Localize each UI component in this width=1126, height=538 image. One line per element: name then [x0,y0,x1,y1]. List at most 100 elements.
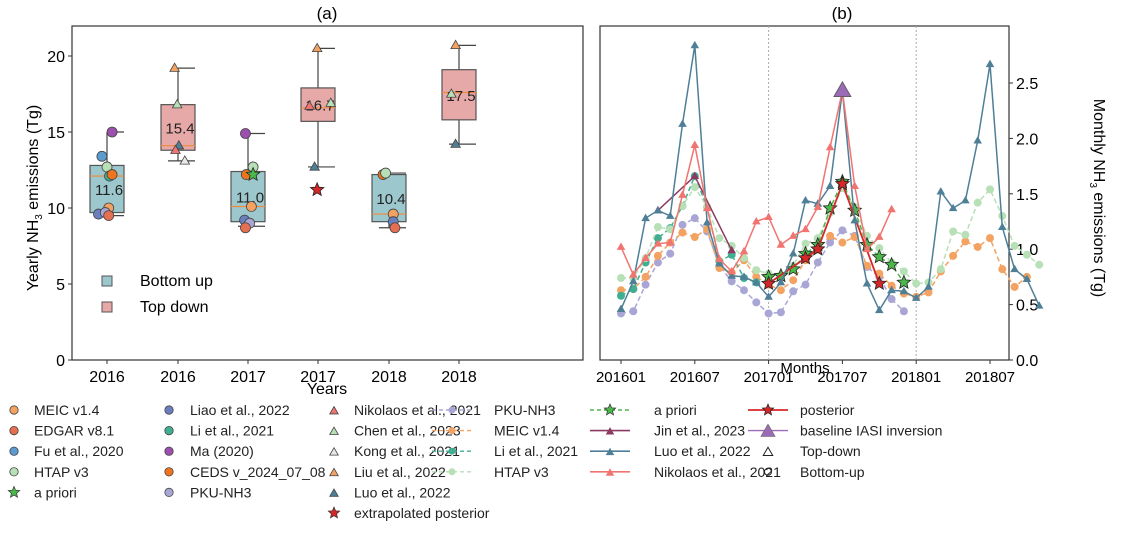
legend-marker-circle [164,487,174,497]
series-baseline-iasi-inversion [833,80,852,98]
y-tick-label: 2.0 [1016,131,1038,148]
data-point [788,249,798,257]
legend-label: Li et al., 2021 [190,423,274,439]
data-point [617,291,625,300]
data-point [702,218,712,226]
legend-item-a-priori: a priori [590,402,697,418]
data-point [1022,274,1032,283]
legend-item-jin-et-al-2023: Jin et al., 2023 [590,423,745,439]
legend-label: Chen et al., 2023 [354,423,461,439]
box-bottom-up-2017: 11.0 [230,132,266,227]
series-li-et-al-2021 [617,172,761,300]
legend-label: baseline IASI inversion [800,423,942,439]
x-tick-label: 2017 [230,369,266,386]
legend-marker-star [603,403,617,416]
data-point [1010,241,1019,250]
data-point [702,203,712,212]
box-iqr [230,170,266,223]
data-point [641,280,650,289]
legend-marker-triangle [329,426,339,435]
series-htap-v3 [617,183,1044,288]
legend-item-meic-v1-4: MEIC v1.4 [9,402,100,418]
data-point [752,298,761,307]
data-point [653,234,662,243]
point-meic-v1-4 [245,201,257,212]
series-nikolaos-et-al-2021 [616,86,896,278]
legend-label: HTAP v3 [34,464,89,480]
data-point [690,183,699,192]
data-point [752,277,761,286]
legend-label: Liu et al., 2022 [354,464,446,480]
data-point [1034,301,1044,309]
data-point [973,198,982,207]
box-mean-label: 17.5 [446,88,475,105]
data-point [752,266,761,275]
data-point [788,231,798,239]
legend-label: MEIC v1.4 [34,402,100,418]
data-point [887,204,896,213]
data-point [998,211,1007,220]
x-tick-label: 201607 [670,369,720,386]
legend-marker-circle [448,406,456,414]
legend-marker-circle [448,447,456,455]
box-mean-label: 11.0 [236,190,264,207]
series-line [620,174,757,297]
legend-marker-circle [9,425,19,436]
box-mean-label: 11.6 [95,182,123,199]
data-point [936,187,946,195]
data-point [949,251,958,260]
panel-b-x-axis: 201601 201607 201701 201707 201801 201807 [596,360,1015,386]
data-point [727,266,736,275]
data-point [961,195,970,204]
point-edgar-v8-1 [240,222,251,234]
point-chen-et-al-2023 [171,98,183,109]
point-liu-et-al-2022 [450,39,462,50]
y-tick-label: 0.0 [1016,353,1038,370]
legend-marker-star [7,485,21,499]
legend-item-chen-et-al-2023: Chen et al., 2023 [329,423,461,439]
point-nikolaos-et-al-2021 [304,100,315,110]
data-point [641,213,650,222]
legend-label: Top-down [800,443,861,459]
data-point [616,304,626,312]
legend-marker-circle [164,446,174,456]
legend-item-luo-et-al-2022: Luo et al., 2022 [590,443,751,459]
y-tick-label: 10 [47,201,65,218]
legend-label: Bottom-up [800,464,865,480]
box-mean-label: 10.4 [376,191,405,208]
legend-marker-triangle [329,467,339,477]
data-point [629,270,638,278]
data-point [801,224,810,233]
legend-label: a priori [654,402,697,418]
panel-a-y-axis: 0 5 10 15 20 [47,49,72,370]
x-tick-label: 2017 [300,369,336,386]
point-chen-et-al-2023 [445,88,457,98]
data-point [653,205,663,214]
panel-a-points [93,39,462,234]
data-point [887,285,896,294]
x-tick-label: 201701 [744,369,794,386]
point-liu-et-al-2022 [169,62,181,72]
legend-marker-triangle [605,447,615,456]
series-line [620,217,905,315]
data-point [948,203,958,212]
data-point [833,80,852,98]
data-point [690,233,699,242]
data-point [986,185,994,194]
data-point [776,308,785,317]
data-point [727,245,736,254]
series-a-priori [760,173,912,289]
data-point [764,212,773,220]
data-point [871,275,888,291]
legend-item-top-down: Top-down [762,443,861,459]
data-point [690,214,699,223]
legend-item-fu-et-al-2020: Fu et al., 2020 [9,443,124,459]
legend-label: Ma (2020) [190,443,254,459]
legend-label: Fu et al., 2020 [34,443,124,459]
data-point [862,279,872,287]
legend-label-bottom-up: Bottom up [140,273,213,290]
y-tick-label: 5 [56,277,65,294]
panel-b-label: (b) [832,4,853,23]
data-point [899,267,908,276]
panel-a-boxes: 11.6 15.4 11.0 16.7 10.4 17.5 [89,44,477,229]
